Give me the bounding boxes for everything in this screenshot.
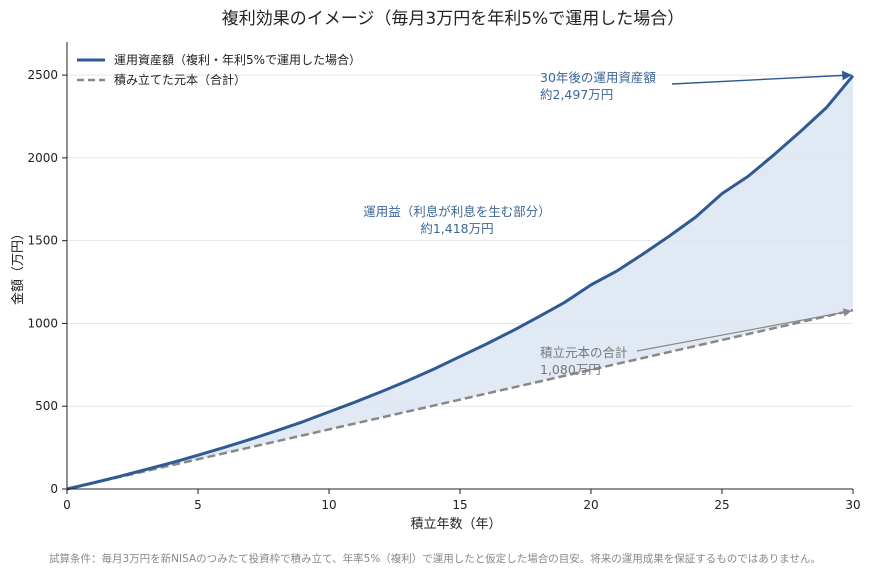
x-tick-label-5: 5 xyxy=(194,498,202,512)
annotation-final-asset: 30年後の運用資産額 約2,497万円 xyxy=(540,70,852,102)
x-axis-label: 積立年数（年） xyxy=(410,517,501,532)
annotation-profit-line1: 運用益（利息が利息を生む部分） xyxy=(363,204,551,219)
annotation-profit-line2: 約1,418万円 xyxy=(420,221,493,236)
x-axis-ticks: 0 5 10 15 20 25 30 xyxy=(63,489,861,512)
annotation-final-asset-line2: 約2,497万円 xyxy=(540,87,613,102)
annotation-principal-arrow xyxy=(636,308,852,352)
legend: 運用資産額（複利・年利5%で運用した場合） 積み立てた元本（合計） xyxy=(77,52,361,87)
profit-area xyxy=(67,75,853,489)
x-tick-label-0: 0 xyxy=(63,498,71,512)
legend-label-principal: 積み立てた元本（合計） xyxy=(114,72,246,87)
annotation-final-asset-line1: 30年後の運用資産額 xyxy=(540,70,656,85)
x-tick-label-20: 20 xyxy=(583,498,598,512)
y-tick-label-1000: 1000 xyxy=(27,316,58,330)
x-tick-label-30: 30 xyxy=(845,498,860,512)
annotation-final-asset-arrow xyxy=(671,70,852,85)
series-line-asset xyxy=(66,74,855,491)
y-tick-label-1500: 1500 xyxy=(27,234,58,248)
legend-label-asset: 運用資産額（複利・年利5%で運用した場合） xyxy=(114,52,361,67)
y-tick-label-2000: 2000 xyxy=(27,151,58,165)
y-tick-label-0: 0 xyxy=(50,482,58,496)
y-axis-label: 金額（万円） xyxy=(10,227,26,305)
x-tick-label-15: 15 xyxy=(452,498,467,512)
series-lines xyxy=(66,74,855,491)
annotation-profit: 運用益（利息が利息を生む部分） 約1,418万円 xyxy=(363,204,551,236)
annotation-principal: 積立元本の合計 1,080万円 xyxy=(540,308,852,377)
profit-fill-area xyxy=(67,75,853,489)
y-axis-ticks: 0 500 1000 1500 2000 2500 xyxy=(27,68,67,496)
y-tick-label-2500: 2500 xyxy=(27,68,58,82)
x-tick-label-25: 25 xyxy=(714,498,729,512)
series-line-principal xyxy=(66,308,854,491)
y-tick-label-500: 500 xyxy=(35,399,58,413)
annotation-principal-line2: 1,080万円 xyxy=(540,362,601,377)
footnote: 試算条件：毎月3万円を新NISAのつみたて投資枠で積み立て、年率5%（複利）で運… xyxy=(49,552,821,565)
chart-title: 複利効果のイメージ（毎月3万円を年利5%で運用した場合） xyxy=(222,9,684,29)
annotation-principal-line1: 積立元本の合計 xyxy=(540,345,628,360)
x-tick-label-10: 10 xyxy=(321,498,336,512)
